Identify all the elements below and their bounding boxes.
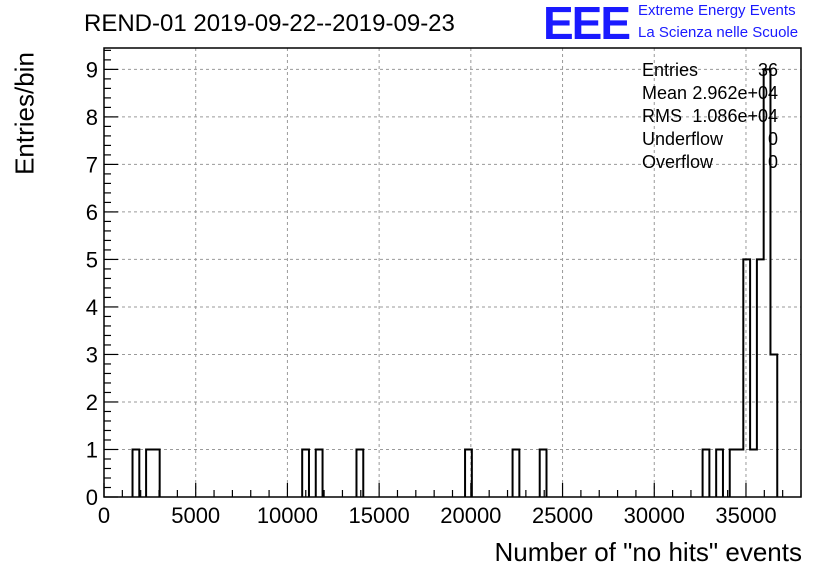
histogram-bin <box>513 449 520 497</box>
x-tick-label: 5000 <box>171 503 220 528</box>
stats-value: 0 <box>767 129 778 149</box>
x-tick-label: 15000 <box>349 503 410 528</box>
y-tick-label: 7 <box>86 152 98 177</box>
stats-value: 2.962e+04 <box>692 83 778 103</box>
histogram-bin <box>703 449 710 497</box>
y-tick-label: 5 <box>86 247 98 272</box>
histogram-bin <box>750 449 757 497</box>
y-tick-label: 9 <box>86 57 98 82</box>
chart-title: REND-01 2019-09-22--2019-09-23 <box>84 10 455 37</box>
histogram-bin <box>743 259 750 497</box>
tick-marks <box>103 49 802 498</box>
stats-key: Overflow <box>642 152 714 172</box>
stats-row-overflow: Overflow 0 <box>642 152 778 175</box>
stats-key: Underflow <box>642 129 724 149</box>
x-tick-label: 0 <box>98 503 110 528</box>
histogram-bin <box>737 449 744 497</box>
histogram-bin <box>133 449 140 497</box>
x-tick-label: 35000 <box>715 503 776 528</box>
stats-box: Entries 36 Mean 2.962e+04 RMS 1.086e+04 … <box>642 60 778 175</box>
y-axis-label: Entries/bin <box>9 52 40 175</box>
histogram-bars <box>131 68 779 497</box>
histogram-outline <box>131 68 779 497</box>
x-tick-label: 25000 <box>532 503 593 528</box>
histogram-bin <box>716 449 723 497</box>
y-tick-label: 4 <box>86 295 98 320</box>
tick-labels: 0 5000 10000 15000 20000 25000 30000 35000 0 1 2 3 4… <box>86 57 777 528</box>
stats-value: 1.086e+04 <box>692 106 778 126</box>
histogram-bin <box>757 259 764 497</box>
y-tick-label: 0 <box>86 485 98 510</box>
stats-row-entries: Entries 36 <box>642 60 778 83</box>
x-tick-label: 10000 <box>257 503 318 528</box>
stats-key: Mean <box>642 83 688 103</box>
histogram-bin <box>540 449 547 497</box>
stats-key: RMS <box>642 106 682 126</box>
logo-line-1: Extreme Energy Events <box>638 2 796 19</box>
histogram-bin <box>730 449 737 497</box>
y-tick-label: 2 <box>86 390 98 415</box>
histogram-bin <box>770 354 777 497</box>
stats-key: Entries <box>642 60 699 80</box>
histogram-bin <box>146 449 153 497</box>
x-tick-label: 20000 <box>440 503 501 528</box>
y-tick-label: 8 <box>86 105 98 130</box>
x-tick-label: 30000 <box>624 503 685 528</box>
stats-row-mean: Mean 2.962e+04 <box>642 83 778 106</box>
stats-row-rms: RMS 1.086e+04 <box>642 106 778 129</box>
stats-row-underflow: Underflow 0 <box>642 129 778 152</box>
histogram-bin <box>356 449 363 497</box>
stats-value: 36 <box>757 60 778 80</box>
y-tick-label: 1 <box>86 437 98 462</box>
histogram-bin <box>153 449 160 497</box>
eee-logo: EEE <box>543 0 631 49</box>
histogram-bin <box>316 449 323 497</box>
x-axis-label: Number of "no hits" events <box>494 537 803 567</box>
grid-lines <box>104 48 801 497</box>
y-tick-label: 6 <box>86 200 98 225</box>
stats-value: 0 <box>767 152 778 172</box>
histogram-bin <box>302 449 309 497</box>
logo-line-2: La Scienza nelle Scuole <box>638 24 799 41</box>
y-tick-label: 3 <box>86 342 98 367</box>
